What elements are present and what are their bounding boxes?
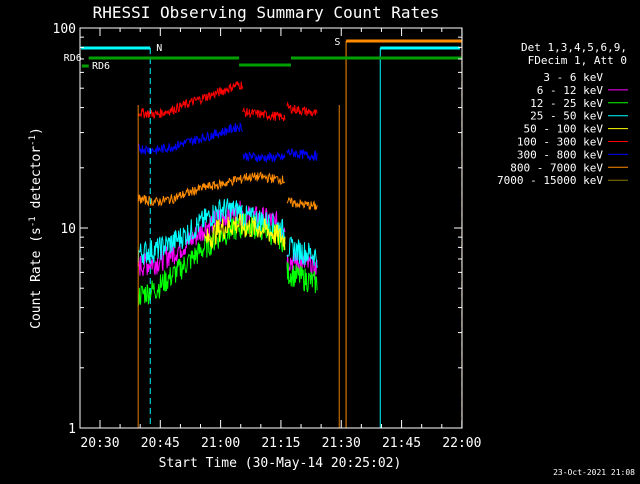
series-line-4-1: [242, 216, 286, 251]
series-line-5-0: [137, 81, 243, 120]
series-line-2-2: [286, 261, 318, 294]
legend-header-0: Det 1,3,4,5,6,9,: [521, 41, 627, 54]
series-line-3-2: [286, 236, 318, 268]
timestamp-corner: 23-Oct-2021 21:08: [553, 468, 635, 477]
y-tick-label-0: 1: [68, 422, 76, 437]
series-line-7-2: [286, 197, 318, 211]
series-line-4-0: [204, 213, 243, 250]
decim-label-0: RD6: [64, 53, 82, 64]
series-line-0-2: [286, 181, 318, 207]
series-line-6-0: [137, 122, 243, 156]
series-7: [137, 171, 318, 211]
series-line-7-1: [242, 171, 285, 186]
x-axis-label: Start Time (30-May-14 20:25:02): [159, 456, 402, 471]
chart-title: RHESSI Observing Summary Count Rates: [93, 3, 440, 22]
series-line-7-0: [137, 174, 243, 207]
x-tick-label-3: 21:15: [261, 436, 300, 451]
y-axis-label-mid: detector: [29, 146, 44, 217]
saa-label: S: [334, 37, 340, 48]
y-axis-label: Count Rate (s-1 detector-1): [28, 127, 44, 329]
series-line-0-0: [137, 176, 243, 216]
legend-header-1: FDecim 1, Att 0: [528, 54, 627, 67]
series-5: [137, 81, 318, 122]
series-line-6-2: [286, 148, 318, 162]
x-tick-label-4: 21:30: [322, 436, 361, 451]
x-tick-label-6: 22:00: [442, 436, 481, 451]
series-line-5-2: [286, 101, 318, 118]
series-6: [137, 122, 318, 164]
legend-entry-0: 3 - 6 keV: [543, 71, 603, 84]
legend-entry-7: 800 - 7000 keV: [510, 161, 603, 174]
night-label: N: [156, 43, 162, 54]
legend-entry-4: 50 - 100 keV: [524, 123, 604, 136]
legend-entry-2: 12 - 25 keV: [530, 97, 603, 110]
legend-entry-3: 25 - 50 keV: [530, 110, 603, 123]
y-tick-label-2: 100: [53, 22, 76, 37]
series-4: [204, 213, 286, 251]
x-tick-label-0: 20:30: [80, 436, 119, 451]
decim-label-1: RD6: [92, 61, 110, 72]
x-tick-label-2: 21:00: [201, 436, 240, 451]
legend-entry-1: 6 - 12 keV: [537, 84, 604, 97]
series-line-5-1: [242, 107, 286, 122]
y-axis-label-sup2: -1: [28, 135, 38, 146]
series-line-0-1: [242, 170, 286, 201]
plot-frame: [79, 27, 463, 429]
legend-entry-5: 100 - 300 keV: [517, 136, 603, 149]
y-axis-label-sup1: -1: [28, 216, 38, 227]
series-line-6-1: [242, 151, 286, 164]
y-axis-label-post: ): [29, 127, 44, 135]
legend-entry-6: 300 - 800 keV: [517, 148, 603, 161]
x-tick-label-5: 21:45: [382, 436, 421, 451]
legend-entry-8: 7000 - 15000 keV: [497, 174, 603, 187]
y-axis-label-pre: Count Rate (s: [29, 227, 44, 329]
legend: Det 1,3,4,5,6,9,FDecim 1, Att 0 3 - 6 keV…: [497, 41, 628, 187]
y-tick-label-1: 10: [60, 222, 76, 237]
x-tick-label-1: 20:45: [141, 436, 180, 451]
series-line-3-0: [137, 198, 243, 265]
